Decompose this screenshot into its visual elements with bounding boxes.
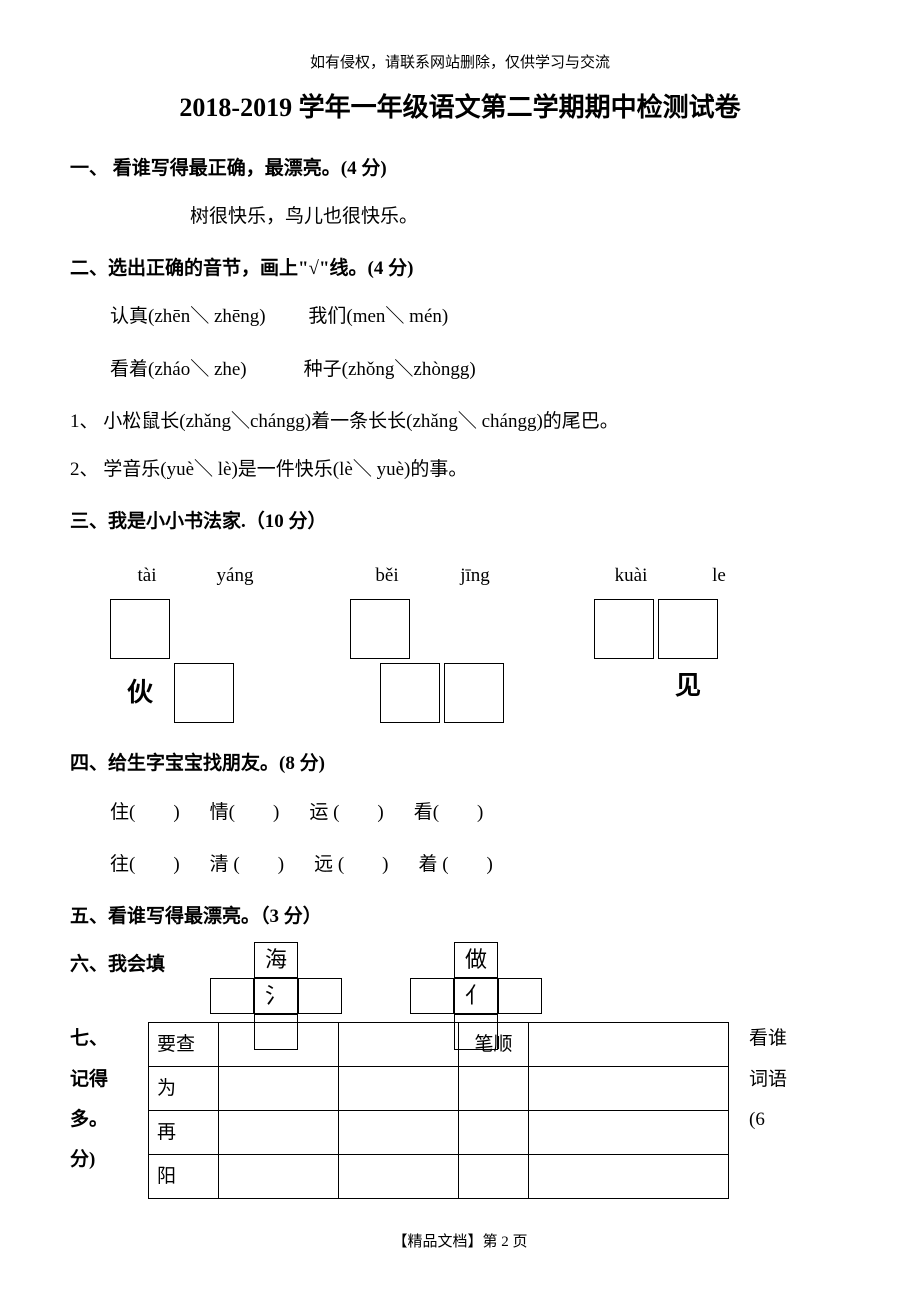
cell [459, 1067, 529, 1111]
pinyin-3a: kuài [606, 559, 656, 593]
writing-box [444, 663, 504, 723]
writing-box [594, 599, 654, 659]
cell [529, 1067, 729, 1111]
section-two-num1: 1、 小松鼠长(zhǎng＼chángg)着一条长长(zhǎng＼ chángg… [70, 405, 850, 439]
word-4-3: 运 ( ) [309, 796, 383, 830]
cross1-left [210, 978, 254, 1014]
th-1: 要查 [149, 1023, 219, 1067]
cell: 为 [149, 1067, 219, 1111]
cross1-mid: 氵 [254, 978, 298, 1014]
writing-box [658, 599, 718, 659]
cell [219, 1111, 339, 1155]
cell [459, 1155, 529, 1199]
pinyin-2a: běi [362, 559, 412, 593]
pinyin-3b: le [694, 559, 744, 593]
cross1-right [298, 978, 342, 1014]
pinyin-1b: yáng [210, 559, 260, 593]
cell [219, 1067, 339, 1111]
section-three-heading: 三、我是小小书法家.（10 分） [70, 505, 850, 539]
writing-box [380, 663, 440, 723]
writing-box [110, 599, 170, 659]
pinyin-1a: tài [122, 559, 172, 593]
cross2-right [498, 978, 542, 1014]
word-4-4: 看( ) [414, 796, 484, 830]
section-one-heading: 一、 看谁写得最正确，最漂亮。(4 分) [70, 152, 850, 186]
word-4-5: 往( ) [110, 848, 180, 882]
writing-box [174, 663, 234, 723]
section-five-six: 海 氵 做 亻 六、我会填 七、 记得 多。 分) 要查 [70, 948, 850, 1199]
section-seven-right: 看谁 词语 (6 [749, 1022, 799, 1143]
section-two-heading: 二、选出正确的音节，画上"√"线。(4 分) [70, 252, 850, 286]
pinyin-boxes-container: tài yáng 伙 běi jīng kuài le [110, 559, 850, 723]
word-4-6: 清 ( ) [210, 848, 284, 882]
section-one-text: 树很快乐，鸟儿也很快乐。 [190, 200, 850, 234]
table-row: 再 [149, 1111, 729, 1155]
cross1-bot [254, 1014, 298, 1050]
section-seven-left: 七、 记得 多。 分) [70, 1022, 120, 1183]
cross1-top: 海 [254, 942, 298, 978]
pinyin-group-1: tài yáng 伙 [110, 559, 260, 723]
word-grid: 住( ) 情( ) 运 ( ) 看( ) 往( ) 清 ( ) 远 ( ) 着 … [110, 796, 850, 882]
section-five-heading: 五、看谁写得最漂亮。（3 分） [70, 900, 850, 934]
section-two-line1: 认真(zhēn＼ zhēng) 我们(men＼ mén) [110, 300, 850, 334]
section-four-heading: 四、给生字宝宝找朋友。(8 分) [70, 747, 850, 781]
char-jian: 见 [658, 663, 718, 710]
cell: 再 [149, 1111, 219, 1155]
word-4-7: 远 ( ) [314, 848, 388, 882]
word-4-8: 着 ( ) [418, 848, 492, 882]
pinyin-group-3: kuài le 见 [594, 559, 744, 723]
table-row: 为 [149, 1067, 729, 1111]
word-4-2: 情( ) [210, 796, 280, 830]
page-footer: 【精品文档】第 2 页 [70, 1229, 850, 1256]
cell [339, 1155, 459, 1199]
table-row: 阳 [149, 1155, 729, 1199]
cell: 阳 [149, 1155, 219, 1199]
cell [339, 1111, 459, 1155]
cross-diagram-2: 做 亻 [410, 942, 542, 1050]
pinyin-2b: jīng [450, 559, 500, 593]
cell [459, 1111, 529, 1155]
pinyin-group-2: běi jīng [350, 559, 504, 723]
word-4-1: 住( ) [110, 796, 180, 830]
cross-diagram-1: 海 氵 [210, 942, 342, 1050]
cell [529, 1111, 729, 1155]
disclaimer-text: 如有侵权，请联系网站删除，仅供学习与交流 [70, 50, 850, 77]
cross2-bot [454, 1014, 498, 1050]
cross2-mid: 亻 [454, 978, 498, 1014]
section-two-num2: 2、 学音乐(yuè＼ lè)是一件快乐(lè＼ yuè)的事。 [70, 453, 850, 487]
page-title: 2018-2019 学年一年级语文第二学期期中检测试卷 [70, 85, 850, 132]
writing-box [350, 599, 410, 659]
section-two-line2: 看着(zháo＼ zhe) 种子(zhǒng＼zhòngg) [110, 353, 850, 387]
th-5 [529, 1023, 729, 1067]
cell [529, 1155, 729, 1199]
cell [339, 1067, 459, 1111]
char-huo: 伙 [110, 670, 170, 717]
cell [219, 1155, 339, 1199]
cross2-left [410, 978, 454, 1014]
cross2-top: 做 [454, 942, 498, 978]
section-six-heading: 六、我会填 [70, 948, 165, 982]
